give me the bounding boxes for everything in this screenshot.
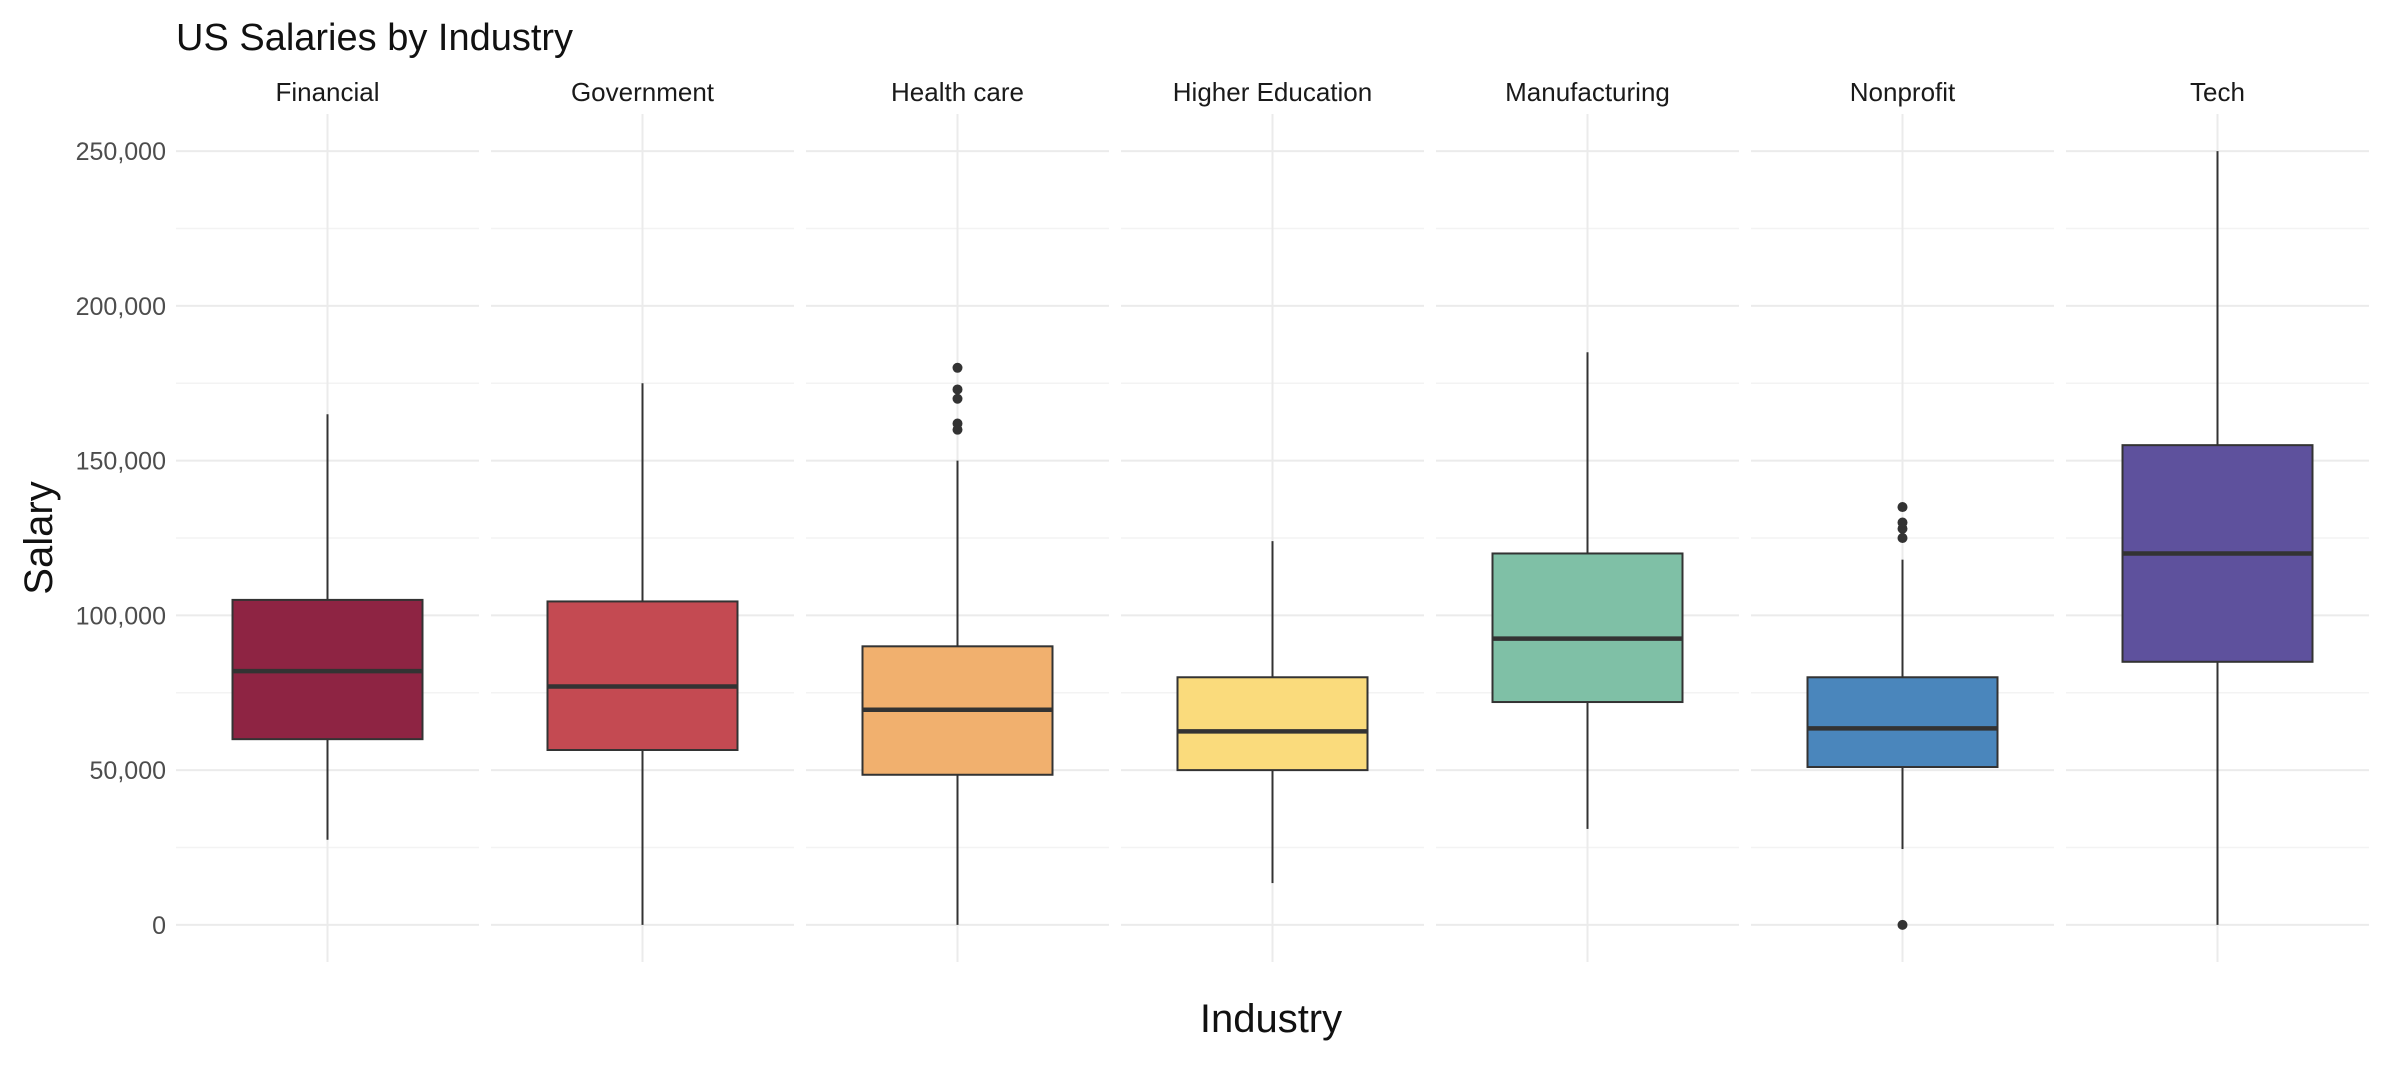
box [1806, 676, 1999, 769]
facet-label: Manufacturing [1505, 77, 1670, 107]
box [546, 600, 739, 751]
facet-label: Health care [891, 77, 1024, 107]
y-axis-title: Salary [17, 481, 61, 594]
box [1491, 552, 1684, 704]
facet-panel: Tech [2066, 77, 2369, 962]
outlier-point [1897, 919, 1908, 930]
facet-panels: Financial Government Health care Higher Edu… [176, 77, 2369, 962]
facet-panel: Health care [806, 77, 1109, 962]
x-axis-title: Industry [1200, 997, 1342, 1041]
y-tick-label: 150,000 [76, 448, 166, 476]
outlier-point [952, 418, 963, 429]
y-tick-label: 100,000 [76, 602, 166, 630]
outlier-point [952, 362, 963, 373]
facet-label: Tech [2190, 77, 2245, 107]
y-tick-label: 200,000 [76, 293, 166, 321]
facet-panel: Higher Education [1121, 77, 1424, 962]
y-tick-label: 0 [152, 912, 166, 940]
y-axis: 0 50,000 100,000 150,000 200,000 250,000 [76, 138, 166, 940]
box [1176, 676, 1369, 772]
facet-panel: Government [491, 77, 794, 962]
y-tick-label: 50,000 [90, 757, 166, 785]
facet-label: Government [571, 77, 715, 107]
facet-label: Nonprofit [1850, 77, 1956, 107]
facet-label: Higher Education [1173, 77, 1372, 107]
facet-label: Financial [275, 77, 379, 107]
outlier-point [1897, 533, 1908, 543]
y-tick-label: 250,000 [76, 138, 166, 166]
outlier-point [952, 393, 963, 404]
facet-panel: Manufacturing [1436, 77, 1739, 962]
outlier-point [1897, 517, 1908, 528]
outlier-point [1897, 502, 1908, 513]
facet-panel: Nonprofit [1751, 77, 2054, 962]
outlier-point [952, 384, 963, 395]
chart-title: US Salaries by Industry [176, 17, 573, 59]
facet-panel: Financial [176, 77, 479, 962]
